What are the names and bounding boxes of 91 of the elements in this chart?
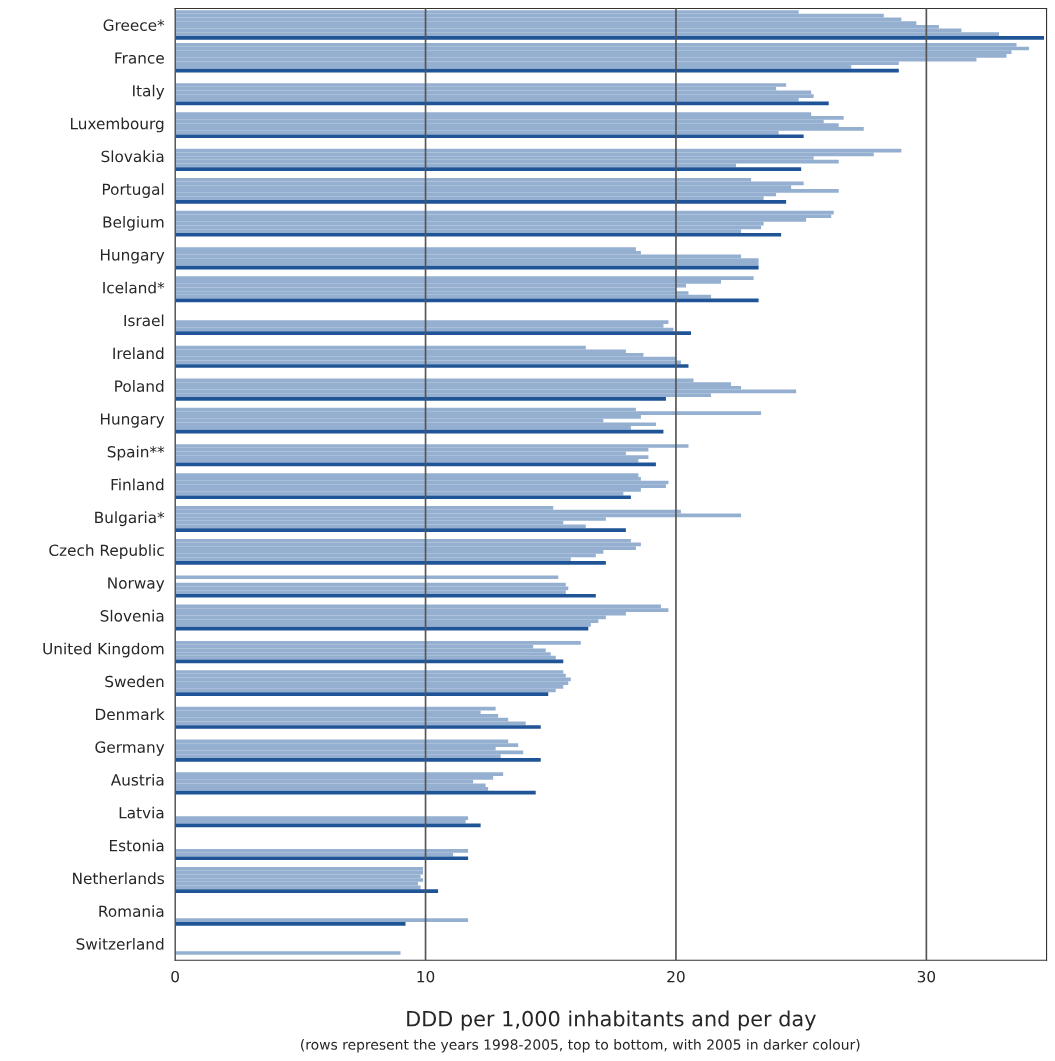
bar — [175, 590, 566, 594]
bar — [175, 83, 787, 87]
y-tick-label: Greece* — [103, 19, 165, 31]
bar — [175, 258, 759, 263]
bar — [175, 294, 712, 299]
y-tick-label: Italy — [133, 84, 165, 100]
y-tick-label: Germany — [95, 741, 165, 756]
bar — [175, 889, 439, 893]
y-tick-label: Iceland* — [103, 281, 165, 294]
y-tick-label: Ireland — [113, 347, 164, 360]
bar — [175, 32, 999, 36]
bar — [175, 721, 526, 726]
y-tick-label: Denmark — [95, 708, 165, 721]
bar — [175, 513, 742, 518]
bar — [175, 684, 564, 689]
text: (rows represent the years 1998-2005, top to bottom, with 2005 in darker colour) — [301, 1039, 860, 1053]
bar — [175, 331, 691, 336]
bar — [175, 167, 802, 171]
bar — [175, 422, 656, 427]
bar — [175, 35, 1045, 40]
bar — [175, 225, 762, 230]
y-tick-label: United Kingdom — [43, 642, 164, 658]
y-tick-label: Romania — [99, 905, 164, 917]
bar — [175, 819, 466, 824]
bar — [175, 200, 787, 204]
bar — [175, 692, 549, 697]
bar — [175, 364, 689, 368]
bar — [175, 232, 782, 237]
bar — [175, 725, 541, 729]
bar — [175, 115, 844, 120]
y-tick-label: Hungary — [100, 249, 165, 264]
bar — [175, 528, 626, 532]
bar — [175, 484, 666, 489]
bar — [175, 772, 504, 777]
y-tick-label: Estonia — [109, 839, 164, 852]
bar — [175, 757, 541, 762]
bar — [175, 922, 406, 926]
bar — [175, 444, 689, 448]
x-tick-label: 0 — [171, 970, 179, 983]
y-tick-label: Israel — [124, 314, 164, 327]
bar — [175, 495, 631, 500]
bar — [175, 262, 759, 266]
bar — [175, 586, 569, 591]
bar — [175, 360, 681, 365]
y-tick-label: Spain** — [107, 445, 165, 461]
y-tick-label: Belgium — [103, 216, 164, 231]
bar — [175, 874, 421, 879]
y-tick-label: Luxembourg — [71, 117, 164, 133]
y-tick-label: Czech Republic — [49, 544, 164, 559]
bar — [175, 787, 489, 791]
y-tick-label: Slovenia — [100, 609, 164, 622]
bar — [175, 561, 606, 565]
bar — [175, 867, 424, 871]
y-tick-label: Netherlands — [73, 872, 164, 885]
bar — [175, 849, 469, 853]
y-tick-label: Austria — [110, 773, 164, 786]
bar — [175, 881, 419, 886]
x-tick-label: 10 — [417, 970, 435, 983]
y-tick-label: Portugal — [102, 183, 164, 198]
y-tick-label: Hungary — [100, 413, 165, 428]
bar — [175, 396, 666, 401]
bar — [175, 655, 556, 660]
bar — [175, 951, 401, 955]
bar — [175, 783, 486, 788]
y-tick-label: Finland — [111, 478, 164, 491]
y-tick-label: Poland — [115, 380, 164, 392]
y-tick-label: Slovakia — [101, 150, 164, 163]
bar — [175, 320, 669, 324]
bar — [175, 816, 469, 820]
x-axis-title: DDD per 1,000 inhabitants and per day — [407, 1010, 816, 1031]
y-tick-label: Bulgaria* — [95, 511, 165, 527]
bar — [175, 641, 581, 645]
x-tick-label: 20 — [667, 970, 685, 983]
bar — [175, 670, 564, 674]
bar — [175, 134, 804, 139]
bar — [175, 411, 762, 416]
bar — [175, 188, 839, 193]
bar — [175, 276, 754, 281]
bar — [175, 856, 469, 861]
bar — [175, 575, 559, 580]
bar — [175, 473, 639, 477]
bar — [175, 918, 469, 923]
y-tick-label: Latvia — [119, 806, 164, 819]
x-tick-label: 30 — [917, 970, 936, 983]
y-tick-label: Switzerland — [76, 937, 164, 950]
bar — [175, 159, 839, 164]
y-tick-label: Sweden — [105, 675, 164, 688]
bar — [175, 593, 596, 598]
bar — [175, 214, 832, 219]
y-tick-label: Norway — [108, 577, 165, 592]
y-tick-label: France — [115, 52, 164, 64]
